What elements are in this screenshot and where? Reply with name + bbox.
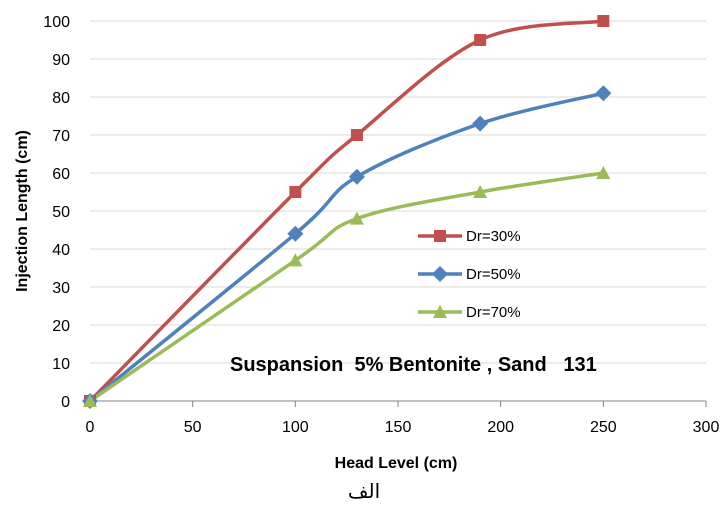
data-point-s1-130 [350, 129, 363, 141]
data-point-s1-100 [289, 186, 302, 198]
data-point-s2-250 [595, 85, 612, 102]
data-point-s2-130 [348, 168, 365, 185]
data-point-s1-190 [474, 34, 487, 46]
x-tick-150: 150 [385, 419, 412, 436]
chart-annotation: Suspansion 5% Bentonite , Sand 131 [230, 354, 597, 376]
legend-label-2: Dr=50% [466, 266, 521, 283]
x-axis-title: Head Level (cm) [335, 455, 458, 472]
y-axis-title: Injection Length (cm) [14, 130, 31, 292]
data-point-s1-250 [597, 15, 610, 27]
y-tick-60: 60 [52, 166, 70, 183]
x-tick-0: 0 [86, 419, 95, 436]
axes [89, 400, 707, 407]
figure-caption: الف [348, 479, 380, 503]
y-tick-30: 30 [52, 280, 70, 297]
y-tick-10: 10 [52, 356, 70, 373]
x-tick-200: 200 [487, 419, 514, 436]
legend-label-3: Dr=70% [466, 304, 521, 321]
legend-marker-3 [433, 305, 447, 318]
y-tick-50: 50 [52, 204, 70, 221]
data-point-s3-130 [349, 211, 364, 225]
x-tick-labels: 0 50 100 150 200 250 300 [86, 419, 720, 436]
data-point-s2-190 [472, 115, 489, 132]
data-point-s3-250 [596, 166, 611, 179]
data-point-s3-0 [83, 394, 97, 407]
y-tick-100: 100 [43, 14, 70, 31]
legend-label-1: Dr=30% [466, 228, 521, 245]
x-tick-50: 50 [184, 419, 202, 436]
series-line-1 [88, 19, 604, 403]
y-tick-80: 80 [52, 90, 70, 107]
series-line-2 [88, 91, 604, 403]
y-tick-20: 20 [52, 318, 70, 335]
x-tick-100: 100 [282, 419, 309, 436]
data-point-s2-100 [287, 225, 304, 242]
legend: Dr=30% Dr=50% Dr=70% [418, 228, 521, 321]
series-markers [82, 15, 612, 409]
y-tick-90: 90 [52, 52, 70, 69]
y-tick-0: 0 [61, 394, 70, 411]
x-tick-250: 250 [590, 419, 617, 436]
y-tick-labels: 0 10 20 30 40 50 60 70 80 90 100 [43, 14, 70, 411]
y-tick-40: 40 [52, 242, 70, 259]
x-tick-300: 300 [693, 419, 720, 436]
legend-marker-2 [432, 266, 448, 282]
data-point-s3-190 [473, 185, 488, 198]
y-tick-70: 70 [52, 128, 70, 145]
gridlines [90, 20, 706, 364]
legend-marker-1 [434, 230, 446, 242]
data-point-s3-100 [288, 253, 303, 267]
